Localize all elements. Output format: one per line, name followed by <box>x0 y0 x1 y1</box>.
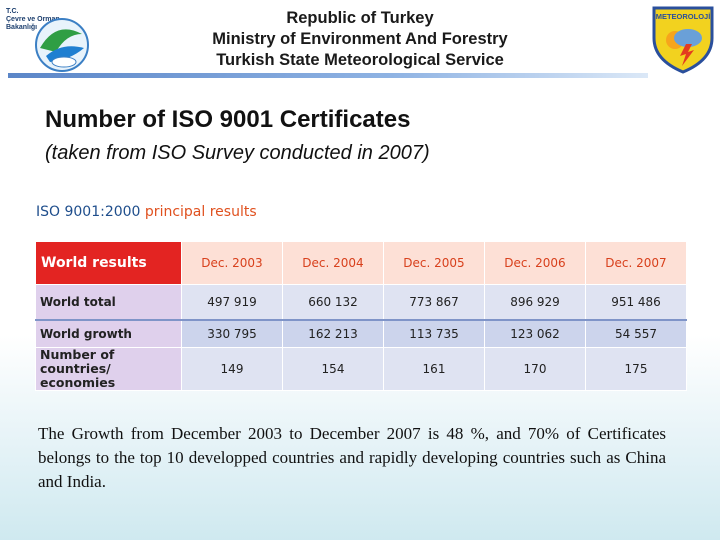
ministry-name: T.C. Çevre ve Orman Bakanlığı <box>6 8 60 32</box>
table-cell: 123 062 <box>484 319 586 348</box>
body-paragraph: The Growth from December 2003 to Decembe… <box>38 424 666 491</box>
iso-results-table: World results Dec. 2003 Dec. 2004 Dec. 2… <box>35 241 687 391</box>
row-label: Number of countries/ economies <box>35 347 182 391</box>
table-cell: 660 132 <box>282 284 384 321</box>
header-title-1: Republic of Turkey <box>286 9 434 27</box>
ministry-emblem-icon <box>35 18 89 72</box>
table-cell: 175 <box>585 347 687 391</box>
column-header: Dec. 2007 <box>585 241 687 285</box>
column-header: Dec. 2003 <box>181 241 283 285</box>
header-banner: T.C. Çevre ve Orman Bakanlığı Republic o… <box>0 0 720 78</box>
table-header-row: World results Dec. 2003 Dec. 2004 Dec. 2… <box>35 241 687 285</box>
table-cell: 330 795 <box>181 319 283 348</box>
column-header: Dec. 2006 <box>484 241 586 285</box>
meteoroloji-logo-text: METEOROLOJİ <box>656 12 711 21</box>
header-titles: Republic of Turkey Ministry of Environme… <box>180 8 540 71</box>
table-cell: 773 867 <box>383 284 485 321</box>
table-row: World growth 330 795 162 213 113 735 123… <box>35 319 687 348</box>
table-cell: 497 919 <box>181 284 283 321</box>
header-title-2: Ministry of Environment And Forestry <box>212 30 508 48</box>
table-cell: 149 <box>181 347 283 391</box>
table-cell: 54 557 <box>585 319 687 348</box>
meteoroloji-logo: METEOROLOJİ <box>650 4 718 74</box>
table-cell: 896 929 <box>484 284 586 321</box>
table-cell: 113 735 <box>383 319 485 348</box>
table-caption-results: principal results <box>144 204 257 220</box>
org-line-3: Bakanlığı <box>6 24 38 31</box>
slide-title: Number of ISO 9001 Certificates <box>45 106 411 133</box>
row-label: World total <box>35 284 182 321</box>
meteoroloji-shield-icon: METEOROLOJİ <box>652 6 714 74</box>
table-row: Number of countries/ economies 149 154 1… <box>35 347 687 391</box>
header-title-3: Turkish State Meteorological Service <box>216 51 504 69</box>
ministry-logo: T.C. Çevre ve Orman Bakanlığı <box>4 4 94 72</box>
row-label: World growth <box>35 319 182 348</box>
table-cell: 162 213 <box>282 319 384 348</box>
table-row: World total 497 919 660 132 773 867 896 … <box>35 284 687 321</box>
header-divider <box>8 73 648 78</box>
slide-subtitle: (taken from ISO Survey conducted in 2007… <box>45 142 430 164</box>
column-header: Dec. 2004 <box>282 241 384 285</box>
column-header: Dec. 2005 <box>383 241 485 285</box>
table-caption: ISO 9001:2000 principal results <box>36 204 257 220</box>
org-line-1: T.C. <box>6 8 19 15</box>
table-header-label: World results <box>35 241 182 285</box>
table-cell: 951 486 <box>585 284 687 321</box>
table-cell: 170 <box>484 347 586 391</box>
org-line-2: Çevre ve Orman <box>6 16 60 23</box>
table-caption-standard: ISO 9001:2000 <box>36 204 141 220</box>
table-cell: 154 <box>282 347 384 391</box>
table-cell: 161 <box>383 347 485 391</box>
